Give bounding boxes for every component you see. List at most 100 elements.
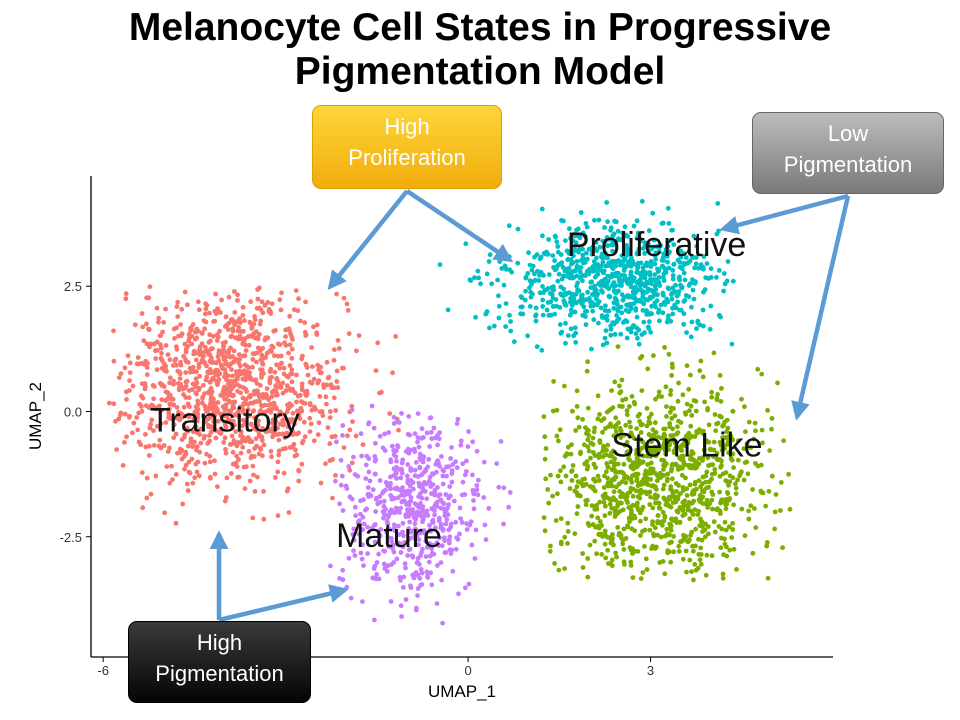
scatter-point xyxy=(537,256,543,262)
scatter-point xyxy=(384,518,390,524)
scatter-point xyxy=(275,425,280,431)
scatter-point xyxy=(289,367,295,373)
scatter-point xyxy=(224,350,230,356)
scatter-point xyxy=(651,353,656,358)
scatter-point xyxy=(632,284,638,290)
scatter-point xyxy=(548,299,553,305)
scatter-point xyxy=(578,258,584,263)
scatter-point xyxy=(148,491,154,497)
scatter-point xyxy=(595,416,601,422)
scatter-point xyxy=(562,383,567,389)
scatter-point xyxy=(573,291,579,297)
scatter-point xyxy=(290,410,296,416)
scatter-point xyxy=(381,504,387,509)
scatter-point xyxy=(730,475,736,481)
scatter-point xyxy=(588,285,594,290)
scatter-point xyxy=(126,414,132,420)
scatter-point xyxy=(269,454,274,460)
scatter-point xyxy=(301,419,307,425)
chart-title: Melanocyte Cell States in Progressive Pi… xyxy=(0,6,960,94)
scatter-point xyxy=(169,463,174,469)
scatter-point xyxy=(193,357,199,363)
scatter-point xyxy=(226,386,232,392)
scatter-point xyxy=(246,365,252,370)
scatter-point xyxy=(408,467,414,473)
scatter-point xyxy=(616,481,622,487)
scatter-point xyxy=(467,522,473,528)
scatter-point xyxy=(296,430,301,436)
scatter-point xyxy=(611,497,617,502)
scatter-point xyxy=(627,419,632,425)
scatter-point xyxy=(586,246,592,252)
scatter-point xyxy=(584,308,590,314)
scatter-point xyxy=(691,548,696,554)
scatter-point xyxy=(764,540,770,545)
scatter-point xyxy=(709,553,715,559)
scatter-point xyxy=(201,318,207,324)
scatter-point xyxy=(600,429,605,435)
scatter-point xyxy=(233,460,239,466)
scatter-point xyxy=(577,298,582,304)
scatter-point xyxy=(315,432,321,437)
scatter-point xyxy=(423,538,429,544)
scatter-point xyxy=(331,395,337,401)
scatter-point xyxy=(690,463,696,468)
scatter-point xyxy=(724,544,729,550)
scatter-point xyxy=(631,223,637,229)
scatter-point xyxy=(515,226,521,232)
scatter-point xyxy=(377,478,383,483)
scatter-point xyxy=(608,332,614,338)
scatter-point xyxy=(584,459,590,464)
scatter-point xyxy=(645,462,651,467)
scatter-point xyxy=(695,320,701,326)
scatter-point xyxy=(621,234,626,240)
scatter-point xyxy=(371,425,377,431)
scatter-point xyxy=(373,509,379,514)
scatter-point xyxy=(252,489,258,494)
scatter-point xyxy=(595,515,601,521)
scatter-point xyxy=(388,493,394,498)
scatter-point xyxy=(659,221,665,227)
scatter-point xyxy=(236,474,242,480)
scatter-point xyxy=(522,297,528,303)
scatter-point xyxy=(240,444,246,450)
scatter-point xyxy=(706,531,711,537)
scatter-point xyxy=(769,473,775,479)
scatter-point xyxy=(359,556,365,562)
scatter-point xyxy=(705,524,711,529)
scatter-point xyxy=(685,507,691,513)
scatter-point xyxy=(668,527,674,533)
scatter-point xyxy=(213,291,219,297)
scatter-point xyxy=(126,388,132,393)
scatter-point xyxy=(614,313,619,318)
scatter-point xyxy=(648,460,654,466)
scatter-point xyxy=(660,275,666,281)
scatter-point xyxy=(767,448,772,453)
scatter-point xyxy=(641,476,647,481)
scatter-point xyxy=(381,498,387,504)
chart-title-line-2: Pigmentation Model xyxy=(294,50,666,93)
callout-line: High xyxy=(196,630,243,655)
scatter-point xyxy=(314,330,319,336)
scatter-point xyxy=(318,364,324,370)
scatter-point xyxy=(406,537,412,542)
scatter-point xyxy=(184,481,190,487)
scatter-point xyxy=(569,442,574,447)
scatter-point xyxy=(726,524,732,530)
scatter-point xyxy=(243,373,249,378)
scatter-point xyxy=(645,482,651,488)
scatter-point xyxy=(653,544,659,550)
scatter-point xyxy=(388,457,393,463)
scatter-point xyxy=(646,326,652,331)
scatter-point xyxy=(638,533,643,538)
scatter-point xyxy=(746,419,752,425)
scatter-point xyxy=(634,460,640,466)
scatter-point xyxy=(476,275,481,281)
scatter-point xyxy=(565,256,571,262)
scatter-point xyxy=(660,486,666,492)
scatter-point xyxy=(281,365,287,371)
scatter-point xyxy=(289,379,295,385)
scatter-point xyxy=(317,394,323,399)
scatter-point xyxy=(159,397,165,402)
scatter-point xyxy=(248,333,253,339)
